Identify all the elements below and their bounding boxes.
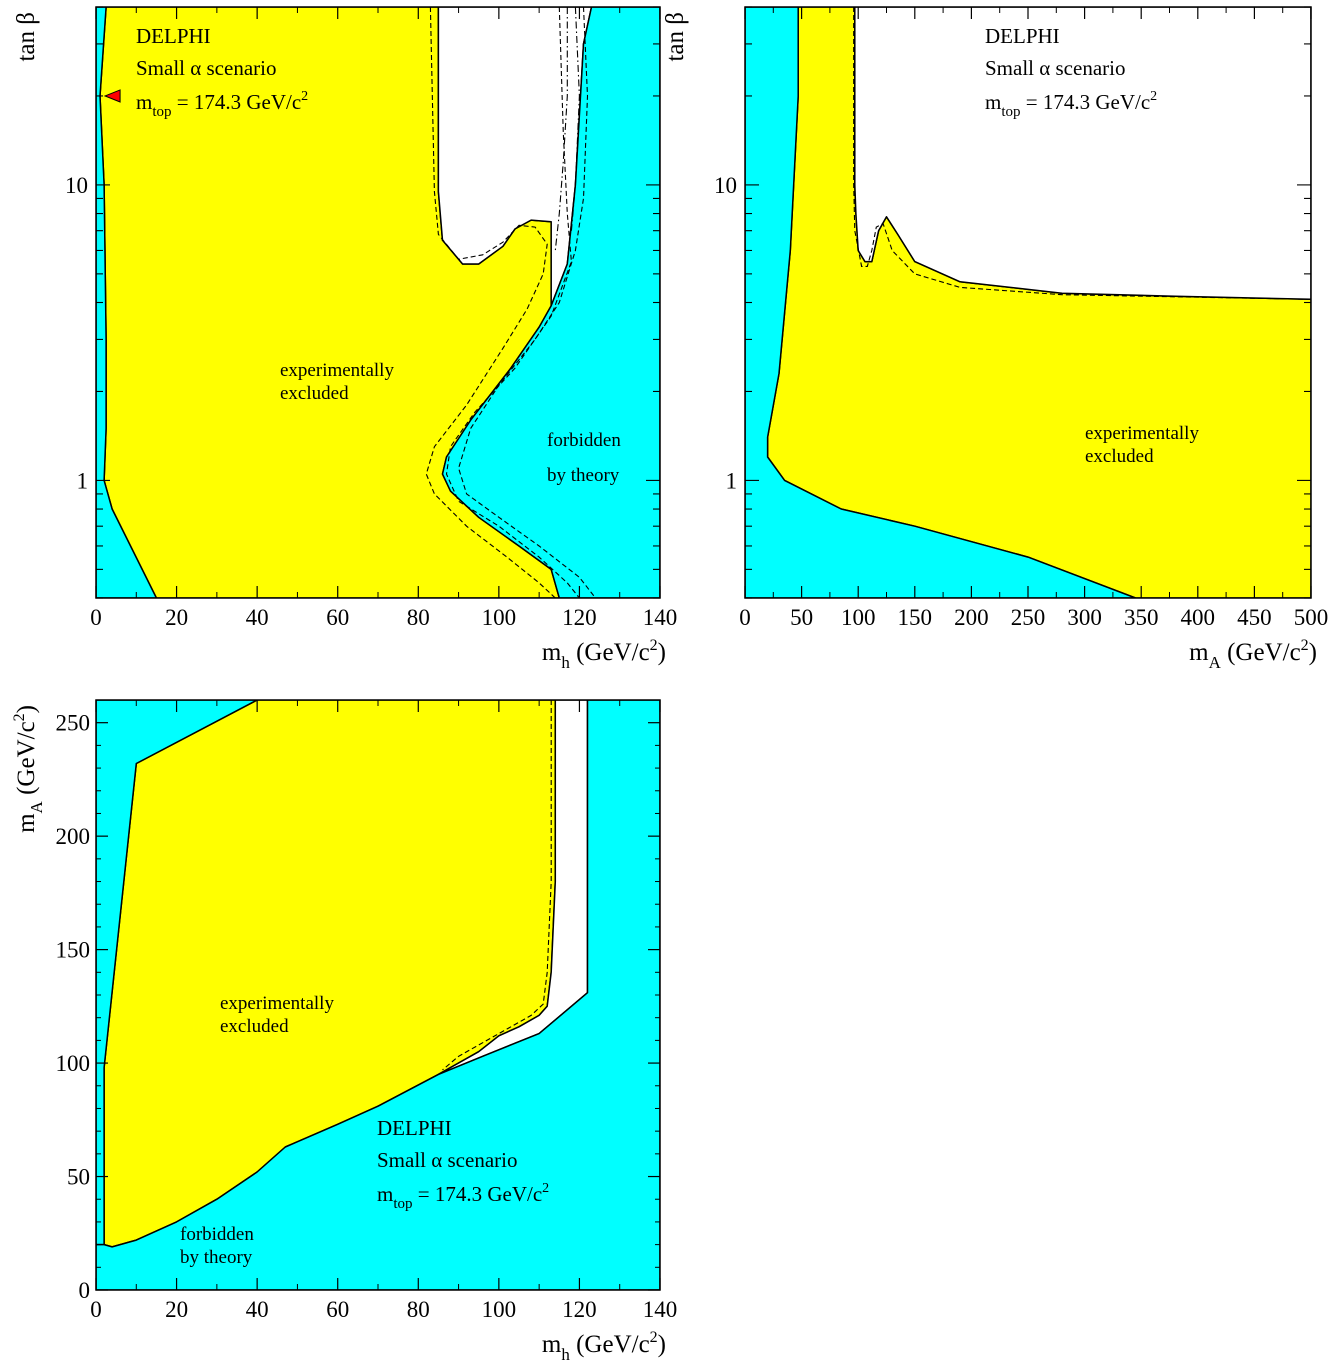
excluded-label-line2: excluded (220, 1016, 289, 1037)
y-axis-title: tan β (662, 12, 689, 62)
x-tick-label: 0 (739, 605, 751, 630)
x-axis-title: mh (GeV/c2) (542, 1329, 666, 1364)
x-tick-label: 50 (790, 605, 813, 630)
forbidden-region (96, 700, 258, 1246)
y-axis-title-group: tan β (662, 12, 689, 62)
x-tick-label: 250 (1011, 605, 1046, 630)
experiment-label: DELPHI (985, 24, 1060, 48)
marker-triangle (103, 89, 121, 103)
x-tick-label: 100 (841, 605, 876, 630)
forbidden-label-line1: forbidden (180, 1224, 254, 1245)
x-tick-label: 40 (246, 605, 269, 630)
allowed-region (854, 7, 1311, 301)
x-tick-label: 140 (643, 605, 678, 630)
x-tick-label: 350 (1124, 605, 1159, 630)
x-tick-label: 60 (326, 605, 349, 630)
panel-tanbeta-vs-mA: 0 50 100 150 200 250 300 350 400 450 500 1 10 mA (GeV… (662, 6, 1329, 672)
y-tick-label: 100 (56, 1051, 91, 1076)
x-tick-label: 20 (165, 605, 188, 630)
y-axis-title-group: mA (GeV/c2) (11, 705, 46, 833)
x-tick-label: 200 (954, 605, 989, 630)
y-tick-label: 200 (56, 824, 91, 849)
excluded-label-line2: excluded (1085, 446, 1154, 467)
y-tick-label: 10 (65, 173, 88, 198)
panel-mA-vs-mh: 0 20 40 60 80 100 120 140 0 50 100 150 200 250 mh (GeV… (11, 699, 678, 1364)
x-tick-label: 0 (90, 1297, 102, 1322)
scenario-label: Small α scenario (377, 1148, 517, 1172)
y-tick-label: 10 (714, 173, 737, 198)
y-tick-label: 50 (67, 1165, 90, 1190)
forbidden-region (96, 7, 158, 598)
excluded-label-line1: experimentally (280, 360, 394, 381)
y-tick-label: 0 (79, 1278, 91, 1303)
forbidden-region (745, 7, 1137, 598)
y-axis-title: tan β (13, 12, 40, 62)
scenario-label: Small α scenario (985, 56, 1125, 80)
mtop-label: mtop = 174.3 GeV/c2 (136, 89, 308, 120)
y-tick-label: 1 (726, 468, 738, 493)
dashed-limit-curve (445, 7, 580, 598)
x-tick-label: 0 (90, 605, 102, 630)
x-tick-label: 40 (246, 1297, 269, 1322)
dashed-limit-curve (442, 700, 552, 1071)
y-axis-title: mA (GeV/c2) (11, 705, 46, 833)
experiment-label: DELPHI (377, 1116, 452, 1140)
x-tick-label: 500 (1294, 605, 1329, 630)
excluded-label-line2: excluded (280, 383, 349, 404)
x-tick-label: 60 (326, 1297, 349, 1322)
dashed-limit-curve (853, 7, 1311, 300)
dashed-limit-curve (425, 7, 556, 598)
dashdot-limit-curve (554, 7, 568, 251)
x-tick-label: 100 (482, 605, 517, 630)
forbidden-region (441, 7, 660, 598)
dashed-limit-curve (458, 7, 596, 598)
experiment-label: DELPHI (136, 24, 211, 48)
forbidden-region (96, 700, 660, 1290)
plot-area (96, 7, 660, 598)
y-tick-label: 250 (56, 711, 91, 736)
dashdot-limit-curve (570, 7, 580, 231)
x-tick-label: 450 (1237, 605, 1272, 630)
x-tick-label: 80 (407, 1297, 430, 1322)
x-tick-label: 400 (1181, 605, 1216, 630)
x-tick-label: 300 (1067, 605, 1102, 630)
x-tick-label: 100 (482, 1297, 517, 1322)
x-tick-label: 150 (898, 605, 933, 630)
excluded-label-line1: experimentally (220, 993, 334, 1014)
plot-area (745, 7, 1311, 598)
x-tick-label: 140 (643, 1297, 678, 1322)
forbidden-label-line2: by theory (547, 465, 620, 486)
x-tick-label: 80 (407, 605, 430, 630)
forbidden-label-line1: forbidden (547, 430, 621, 451)
y-axis-title-group: tan β (13, 12, 40, 62)
x-axis-title: mA (GeV/c2) (1189, 637, 1317, 672)
x-tick-label: 120 (562, 605, 597, 630)
x-tick-label: 20 (165, 1297, 188, 1322)
y-tick-label: 150 (56, 938, 91, 963)
x-tick-label: 120 (562, 1297, 597, 1322)
scenario-label: Small α scenario (136, 56, 276, 80)
forbidden-label-line2: by theory (180, 1247, 253, 1268)
plot-area (96, 700, 660, 1290)
mtop-label: mtop = 174.3 GeV/c2 (377, 1181, 549, 1212)
mtop-label: mtop = 174.3 GeV/c2 (985, 89, 1157, 120)
x-axis-title: mh (GeV/c2) (542, 637, 666, 672)
panel-tanbeta-vs-mh: 0 20 40 60 80 100 120 140 1 10 mh (GeV/c2) tan β DEL… (13, 6, 678, 672)
excluded-label-line1: experimentally (1085, 423, 1199, 444)
y-tick-label: 1 (77, 468, 89, 493)
